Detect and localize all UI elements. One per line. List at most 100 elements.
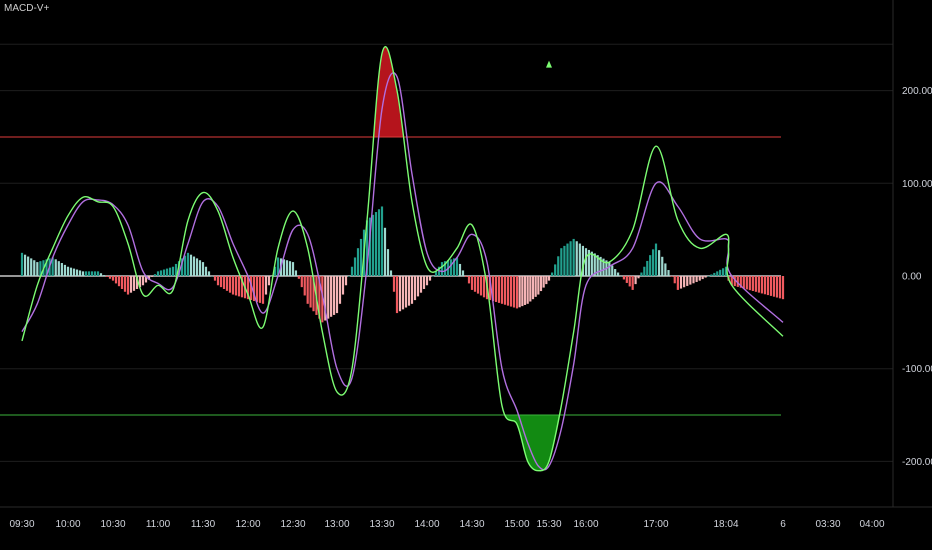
- histogram-bar: [452, 258, 456, 276]
- histogram-bar: [102, 275, 106, 276]
- histogram-bar: [84, 271, 88, 276]
- histogram-bar: [503, 276, 507, 305]
- histogram-bar: [557, 256, 560, 276]
- histogram-bar: [529, 276, 532, 302]
- histogram-bar: [692, 276, 695, 284]
- histogram-bar: [150, 276, 154, 277]
- x-tick-label: 12:00: [235, 519, 260, 530]
- indicator-title[interactable]: MACD-V+: [4, 3, 50, 14]
- histogram-bar: [724, 266, 728, 276]
- histogram-bar: [33, 260, 36, 276]
- histogram-bar: [695, 276, 698, 282]
- histogram-bar: [324, 276, 327, 321]
- y-tick-label: -200.00: [902, 457, 932, 468]
- histogram-bar: [96, 271, 100, 276]
- histogram-bar: [332, 276, 336, 315]
- histogram-bar: [81, 271, 85, 276]
- histogram-bar: [751, 276, 754, 291]
- histogram-bar: [778, 276, 782, 299]
- histogram-bar: [566, 243, 569, 276]
- histogram-bar: [572, 238, 575, 276]
- histogram-bar: [509, 276, 513, 307]
- histogram: [20, 206, 785, 323]
- signal-line: [21, 72, 784, 471]
- histogram-bar: [757, 276, 760, 293]
- histogram-bar: [300, 276, 303, 288]
- histogram-bar: [144, 276, 148, 283]
- histogram-bar: [526, 276, 529, 304]
- histogram-bar: [156, 271, 160, 276]
- histogram-bar: [497, 276, 501, 303]
- histogram-bar: [165, 268, 169, 276]
- histogram-bar: [428, 276, 432, 281]
- grid-lines: [0, 0, 932, 508]
- histogram-bar: [356, 248, 360, 276]
- histogram-bar: [57, 261, 60, 276]
- histogram-bar: [309, 276, 312, 308]
- histogram-bar: [330, 276, 333, 317]
- histogram-bar: [482, 276, 486, 298]
- histogram-bar: [658, 250, 661, 276]
- histogram-bar: [368, 217, 372, 276]
- histogram-bar: [249, 276, 253, 301]
- histogram-bar: [649, 255, 652, 276]
- histogram-bar: [93, 271, 97, 276]
- histogram-bar: [186, 252, 190, 276]
- histogram-bar: [634, 276, 637, 285]
- histogram-bar: [392, 276, 396, 292]
- histogram-bar: [742, 276, 745, 289]
- histogram-bar: [410, 276, 414, 304]
- histogram-bar: [371, 214, 375, 276]
- histogram-bar: [587, 249, 591, 276]
- histogram-bar: [710, 274, 713, 276]
- histogram-bar: [204, 266, 208, 276]
- histogram-bar: [395, 276, 399, 314]
- x-tick-label: 11:30: [191, 519, 216, 530]
- histogram-bar: [240, 276, 244, 298]
- histogram-bar: [560, 248, 563, 276]
- histogram-bar: [721, 268, 725, 276]
- histogram-bar: [500, 276, 504, 304]
- histogram-bar: [640, 272, 643, 276]
- histogram-bar: [270, 276, 274, 277]
- x-tick-label: 13:00: [324, 519, 349, 530]
- histogram-bar: [147, 276, 151, 280]
- histogram-bar: [291, 262, 295, 276]
- x-tick-label: 15:30: [536, 519, 561, 530]
- histogram-bar: [575, 241, 578, 276]
- histogram-bar: [189, 254, 193, 276]
- histogram-bar: [679, 276, 683, 289]
- histogram-bar: [141, 276, 145, 286]
- histogram-bar: [494, 276, 498, 302]
- histogram-bar: [704, 276, 707, 278]
- histogram-bar: [534, 276, 537, 297]
- x-tick-label: 10:30: [100, 519, 125, 530]
- histogram-bar: [416, 276, 420, 297]
- histogram-bar: [521, 276, 524, 307]
- histogram-bar: [404, 276, 408, 308]
- histogram-bar: [730, 276, 733, 286]
- histogram-bar: [90, 271, 94, 276]
- histogram-bar: [114, 276, 118, 284]
- histogram-bar: [285, 260, 289, 276]
- histogram-bar: [153, 274, 157, 276]
- x-tick-label: 14:30: [459, 519, 484, 530]
- histogram-bar: [222, 276, 226, 289]
- histogram-bar: [312, 276, 315, 312]
- x-tick-label: 18:04: [713, 519, 738, 530]
- y-tick-label: 0.00: [902, 272, 922, 283]
- marker-triangle: [546, 60, 552, 68]
- histogram-bar: [303, 276, 306, 296]
- histogram-bar: [701, 276, 704, 280]
- histogram-bar: [766, 276, 770, 296]
- histogram-bar: [123, 276, 127, 292]
- histogram-bar: [654, 243, 658, 276]
- histogram-bar: [419, 276, 423, 293]
- histogram-bar: [707, 276, 710, 277]
- price-axis: 200.00 100.00 0.00 -100.00 -200.00: [902, 86, 932, 468]
- histogram-bar: [273, 266, 277, 276]
- histogram-bar: [120, 276, 124, 289]
- histogram-bar: [581, 245, 585, 276]
- histogram-bar: [554, 264, 557, 276]
- x-tick-label: 15:00: [504, 519, 529, 530]
